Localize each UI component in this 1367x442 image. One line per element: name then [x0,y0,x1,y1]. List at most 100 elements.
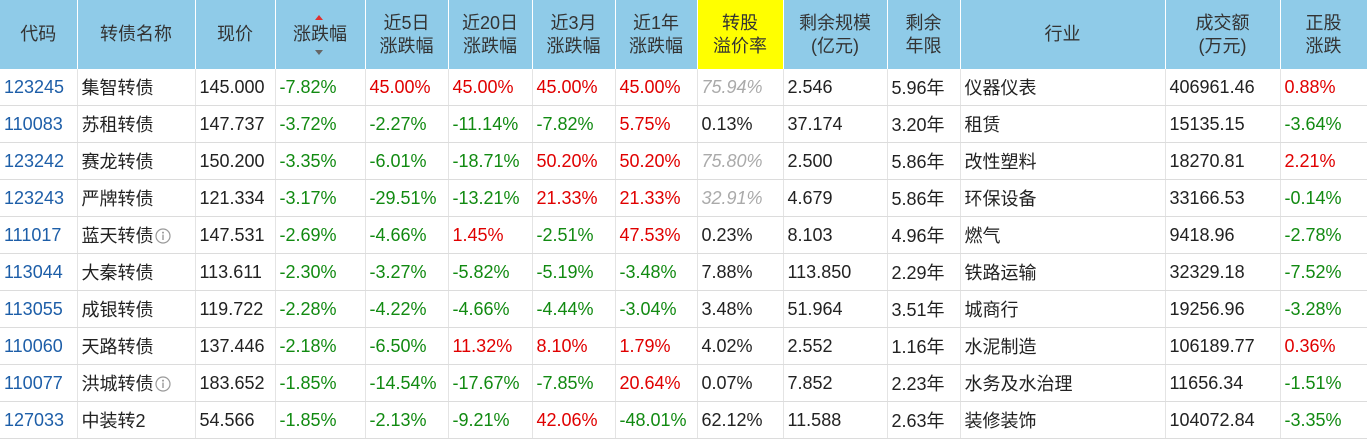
column-header[interactable]: 剩余 年限 [887,0,961,69]
cell-text: 8.10% [536,335,588,356]
cell-text: -4.66% [369,224,427,245]
cell-text: -2.28% [279,298,337,319]
table-cell: 8.103 [783,216,888,254]
table-cell: 54.566 [195,401,276,439]
table-cell: 19256.96 [1165,290,1281,328]
cell-text: -7.52% [1284,261,1342,282]
table-cell[interactable]: 110077 [0,364,78,402]
cell-text: -3.72% [279,113,337,134]
table-cell: 铁路运输 [960,253,1166,291]
column-header[interactable]: 转债名称 [77,0,196,69]
cell-text: 3.20年 [891,115,945,135]
cell-text: 5.96年 [891,78,945,98]
cell-text: 2.552 [787,335,833,356]
cell-text: 104072.84 [1169,409,1255,430]
cell-text: 75.80% [701,150,763,171]
table-cell: 3.51年 [887,290,961,328]
info-icon[interactable] [154,376,171,392]
cell-text: 水泥制造 [964,337,1037,357]
cell-text: 2.23年 [891,374,945,394]
table-cell: 4.679 [783,179,888,217]
table-cell: 5.86年 [887,179,961,217]
cell-text: 3.51年 [891,300,945,320]
table-cell: -1.51% [1280,364,1367,402]
column-header[interactable]: 近5日 涨跌幅 [365,0,449,69]
table-row: 110083 苏租转债 147.737 -3.72% -2.27% -11.14% -7.8… [0,105,1367,143]
table-cell[interactable]: 111017 [0,216,78,254]
table-cell[interactable]: 123242 [0,142,78,180]
column-header[interactable]: 剩余规模 (亿元) [783,0,888,69]
table-cell: -3.17% [275,179,366,217]
table-cell[interactable]: 110060 [0,327,78,365]
cell-text: 成银转债 [81,300,154,320]
column-header[interactable]: 近3月 涨跌幅 [532,0,616,69]
table-cell[interactable]: 成银转债 [77,290,196,328]
table-cell: 42.06% [532,401,616,439]
column-header[interactable]: 近1年 涨跌幅 [615,0,698,69]
column-header[interactable]: 行业 [960,0,1166,69]
table-cell[interactable]: 大秦转债 [77,253,196,291]
table-cell[interactable]: 洪城转债 [77,364,196,402]
table-cell: 45.00% [365,69,449,106]
column-header[interactable]: 近20日 涨跌幅 [448,0,533,69]
cell-text: 121.334 [199,187,265,208]
table-cell: 1.79% [615,327,698,365]
bond-code: 111017 [4,224,62,245]
cell-text: 406961.46 [1169,76,1255,97]
table-cell[interactable]: 110083 [0,105,78,143]
table-cell: 21.33% [615,179,698,217]
table-cell[interactable]: 蓝天转债 [77,216,196,254]
table-cell: 18270.81 [1165,142,1281,180]
cell-text: -3.35% [279,150,337,171]
column-header[interactable]: 现价 [195,0,276,69]
table-cell: 装修装饰 [960,401,1166,439]
table-cell[interactable]: 123245 [0,69,78,106]
cell-text: -5.82% [452,261,510,282]
cell-text: 33166.53 [1169,187,1245,208]
table-cell[interactable]: 集智转债 [77,69,196,106]
cell-text: 1.79% [619,335,671,356]
table-cell[interactable]: 严牌转债 [77,179,196,217]
table-row: 127033 中装转2 54.566 -1.85% -2.13% -9.21% 42.06%… [0,401,1367,439]
table-cell[interactable]: 赛龙转债 [77,142,196,180]
table-cell[interactable]: 113055 [0,290,78,328]
table-cell: 104072.84 [1165,401,1281,439]
cell-text: -11.14% [452,113,519,134]
table-cell[interactable]: 天路转债 [77,327,196,365]
table-cell: -3.04% [615,290,698,328]
cell-text: 11.588 [787,409,842,430]
table-cell[interactable]: 123243 [0,179,78,217]
cell-text: 45.00% [452,76,514,97]
cell-text: 150.200 [199,150,265,171]
column-header[interactable]: 成交额 (万元) [1165,0,1281,69]
table-cell: 城商行 [960,290,1166,328]
table-cell[interactable]: 中装转2 [77,401,196,439]
table-cell: 2.546 [783,69,888,106]
table-cell: 32.91% [697,179,784,217]
cell-text: 147.737 [199,113,265,134]
cell-text: 113.850 [787,261,852,282]
cell-text: -7.85% [536,372,594,393]
cell-text: 42.06% [536,409,598,430]
table-cell: 21.33% [532,179,616,217]
table-row: 110060 天路转债 137.446 -2.18% -6.50% 11.32% 8.10%… [0,327,1367,365]
table-cell: -4.22% [365,290,449,328]
cell-text: -3.64% [1284,113,1342,134]
table-cell[interactable]: 苏租转债 [77,105,196,143]
column-header[interactable]: 转股 溢价率 [697,0,784,69]
table-cell: -2.28% [275,290,366,328]
table-cell[interactable]: 113044 [0,253,78,291]
table-cell[interactable]: 127033 [0,401,78,439]
cell-text: 2.546 [787,76,833,97]
cell-text: 仪器仪表 [964,78,1037,98]
cell-text: -6.50% [369,335,427,356]
column-header[interactable]: 代码 [0,0,78,69]
cell-text: 大秦转债 [81,263,154,283]
column-header[interactable]: 正股 涨跌 [1280,0,1367,69]
cell-text: 0.23% [701,224,753,245]
column-header[interactable]: 涨跌幅 [275,0,366,69]
table-cell: 2.63年 [887,401,961,439]
table-cell: 2.500 [783,142,888,180]
table-cell: -3.64% [1280,105,1367,143]
info-icon[interactable] [154,228,171,244]
